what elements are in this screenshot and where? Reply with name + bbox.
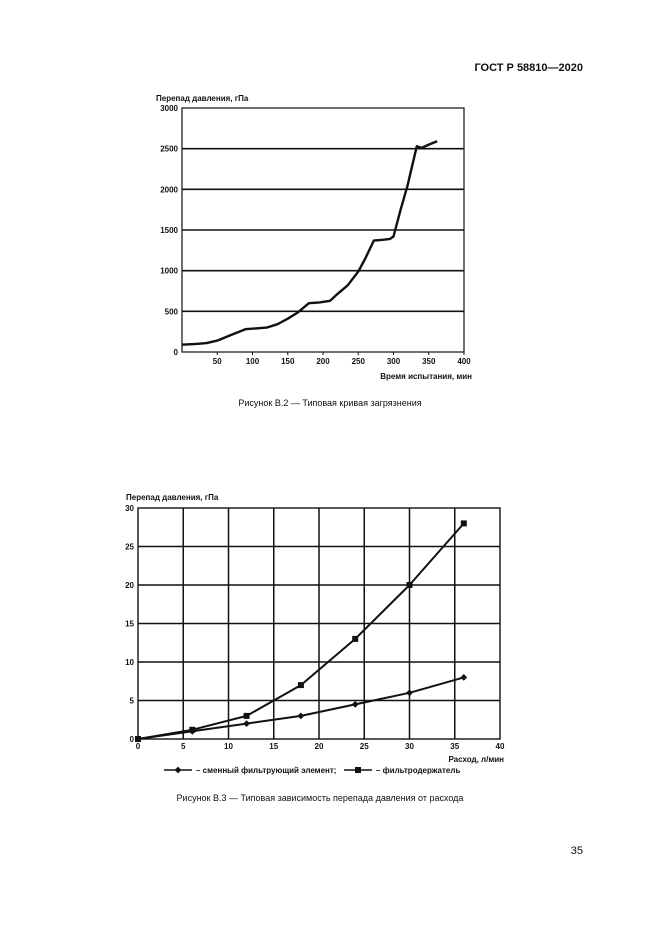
series-2-point — [352, 635, 359, 642]
y-tick-label: 30 — [125, 504, 134, 513]
y-tick-label: 500 — [165, 307, 179, 316]
document-header: ГОСТ Р 58810—2020 — [474, 62, 583, 74]
y-tick-label: 3000 — [160, 104, 178, 113]
series-2-point — [243, 712, 250, 719]
x-tick-label: 50 — [213, 357, 222, 366]
chart-contamination-curve: 0 500 1000 1500 2000 2500 3000 50 100 150 200 250 30… — [156, 94, 472, 381]
x-tick-label: 30 — [405, 742, 414, 751]
series-1-point — [351, 700, 359, 708]
y-tick-label: 1000 — [160, 267, 178, 276]
x-tick-label: 150 — [281, 357, 295, 366]
figure-caption-b2: Рисунок В.2 — Типовая кривая загрязнения — [238, 398, 422, 408]
series-2-point — [406, 582, 413, 588]
x-tick-label: 20 — [315, 742, 324, 751]
x-tick-label: 40 — [496, 742, 505, 751]
y-tick-label: 1500 — [160, 226, 178, 235]
series-1-point — [406, 689, 413, 697]
legend-label: – сменный фильтрующий элемент; — [196, 766, 336, 775]
legend-label: – фильтродержатель — [376, 766, 460, 775]
y-tick-label: 25 — [125, 543, 134, 552]
x-tick-label: 10 — [224, 742, 233, 751]
plot-frame — [137, 507, 501, 740]
x-tick-label: 15 — [269, 742, 278, 751]
x-axis-title: Расход, л/мин — [448, 755, 504, 764]
x-tick-label: 200 — [316, 357, 330, 366]
page-number: 35 — [570, 845, 583, 857]
chart-pressure-vs-flow: 0 5 10 15 20 25 30 0 5 10 15 20 25 30 35 40 Перепад давл… — [125, 493, 505, 775]
x-tick-label: 100 — [246, 357, 260, 366]
y-tick-label: 2000 — [160, 185, 178, 194]
y-axis-title: Перепад давления, гПа — [126, 493, 219, 502]
x-tick-label: 250 — [352, 357, 366, 366]
series-2-point — [189, 726, 196, 733]
y-tick-label: 2500 — [160, 145, 178, 154]
figure-caption-b3: Рисунок В.3 — Типовая зависимость перепа… — [176, 793, 464, 803]
y-tick-label: 15 — [125, 620, 134, 629]
y-tick-label: 5 — [130, 697, 135, 706]
legend-marker — [174, 766, 182, 774]
x-tick-label: 350 — [422, 357, 436, 366]
series-2-point — [460, 520, 467, 527]
legend-marker — [355, 767, 361, 773]
x-tick-label: 25 — [360, 742, 369, 751]
y-tick-label: 10 — [125, 658, 134, 667]
y-tick-label: 0 — [130, 735, 135, 744]
series-line-2 — [137, 522, 465, 740]
series-2-point — [135, 736, 141, 742]
x-tick-label: 0 — [136, 742, 141, 751]
y-tick-label: 0 — [174, 348, 179, 357]
x-tick-label: 400 — [457, 357, 471, 366]
series-1-point — [243, 720, 250, 727]
series-line-contamination — [181, 140, 438, 346]
x-tick-label: 5 — [181, 742, 186, 751]
series-2-point — [297, 682, 304, 689]
x-tick-label: 35 — [450, 742, 459, 751]
x-tick-label: 300 — [387, 357, 401, 366]
series-1-point — [297, 712, 305, 720]
y-tick-label: 20 — [125, 581, 134, 590]
x-axis-title: Время испытания, мин — [380, 372, 472, 381]
series-1-point — [460, 674, 468, 681]
y-axis-title: Перепад давления, гПа — [156, 94, 249, 103]
